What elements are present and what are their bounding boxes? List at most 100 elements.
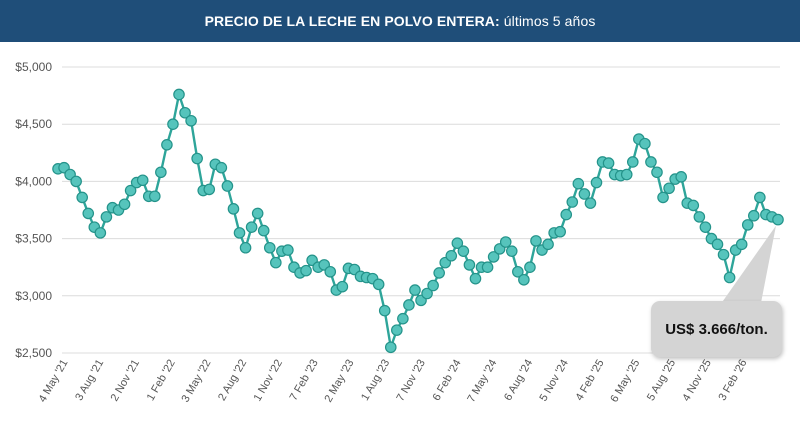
data-point [626,156,639,168]
data-point [155,166,167,179]
data-point [185,114,197,127]
data-point [735,238,748,251]
data-point [481,261,494,273]
data-point [215,161,228,174]
chart-title-bold: PRECIO DE LA LECHE EN POLVO ENTERA: [204,13,500,29]
data-point [100,211,113,223]
x-tick-label: 7 Feb '23 [288,358,321,403]
data-point [179,106,191,119]
data-point [136,174,149,187]
data-point [173,88,185,101]
data-point [560,208,573,221]
data-point [463,259,476,271]
data-point [221,180,234,192]
callout-pointer [718,225,776,308]
data-point [663,182,675,195]
data-point [645,156,657,168]
x-tick-label: 7 May '24 [465,358,499,405]
data-point [451,237,464,249]
data-point [524,261,536,273]
data-point [754,191,766,204]
x-tick-label: 5 Nov '24 [537,358,570,404]
chart-title-rest: últimos 5 años [499,13,596,29]
data-point [167,118,179,130]
data-point [741,219,754,231]
data-point [651,166,663,179]
data-point [554,225,566,238]
latest-price-label: US$ 3.666/ton. [665,320,768,338]
x-tick-label: 4 Nov '25 [680,358,713,404]
data-point [620,168,633,181]
data-point [227,203,240,215]
x-tick-label: 6 May '25 [608,358,642,405]
data-point [590,176,603,189]
data-point [245,221,258,233]
data-point [602,157,615,169]
data-point [397,312,409,325]
data-point [149,190,161,203]
data-point [518,273,530,286]
data-point [693,211,706,223]
data-point [584,197,597,209]
data-point [542,238,554,251]
series-layer [52,88,784,354]
x-tick-label: 1 Aug '23 [359,358,392,403]
y-tick-label: $3,500 [15,232,52,246]
data-point [723,271,736,284]
data-point [711,238,724,251]
data-point [469,272,482,285]
y-axis-ticks: $2,500 $3,000 $3,500 $4,000 $4,500 $5,000 [15,60,52,360]
y-tick-label: $3,000 [15,289,52,303]
data-point [566,196,579,208]
data-point [372,278,385,291]
y-tick-label: $2,500 [15,346,52,360]
x-tick-label: 5 Aug '25 [645,358,678,403]
data-point [378,304,391,317]
data-point [70,175,82,188]
data-point [499,236,512,248]
data-point [233,227,246,239]
data-point [203,183,216,196]
x-tick-label: 7 Nov '23 [395,358,428,404]
data-point [270,256,282,269]
data-point [457,245,470,257]
data-point [409,284,421,296]
data-point [717,248,730,261]
x-tick-label: 1 Feb '22 [145,358,178,403]
data-point [639,137,651,150]
x-tick-label: 2 Aug '22 [216,358,249,403]
chart-title: PRECIO DE LA LECHE EN POLVO ENTERA: últi… [0,0,800,42]
data-point [657,191,669,204]
data-point [300,264,312,277]
x-tick-label: 2 May '23 [322,358,356,405]
data-point [324,265,337,278]
data-point [118,198,131,211]
data-point [687,199,700,212]
data-point [239,241,252,254]
x-tick-label: 3 Aug '21 [73,358,106,403]
latest-price-callout: US$ 3.666/ton. [651,301,782,357]
data-point [433,267,445,279]
data-point [572,177,585,190]
data-point [530,235,542,247]
data-point [675,171,687,183]
x-tick-label: 3 Feb '26 [716,358,749,403]
y-tick-label: $4,000 [15,174,52,188]
data-point [124,184,137,197]
y-tick-label: $4,500 [15,117,52,131]
data-point [487,251,500,263]
data-point [263,241,276,254]
data-point [191,152,203,165]
x-tick-label: 3 May '22 [179,358,213,405]
data-point [578,188,591,200]
data-point [76,191,89,204]
data-point [512,265,524,278]
data-point [94,227,107,239]
data-point [336,280,349,293]
data-point [445,249,458,262]
data-point [384,341,397,354]
data-point [82,207,95,220]
data-point [257,224,270,237]
x-tick-label: 6 Aug '24 [502,358,535,403]
